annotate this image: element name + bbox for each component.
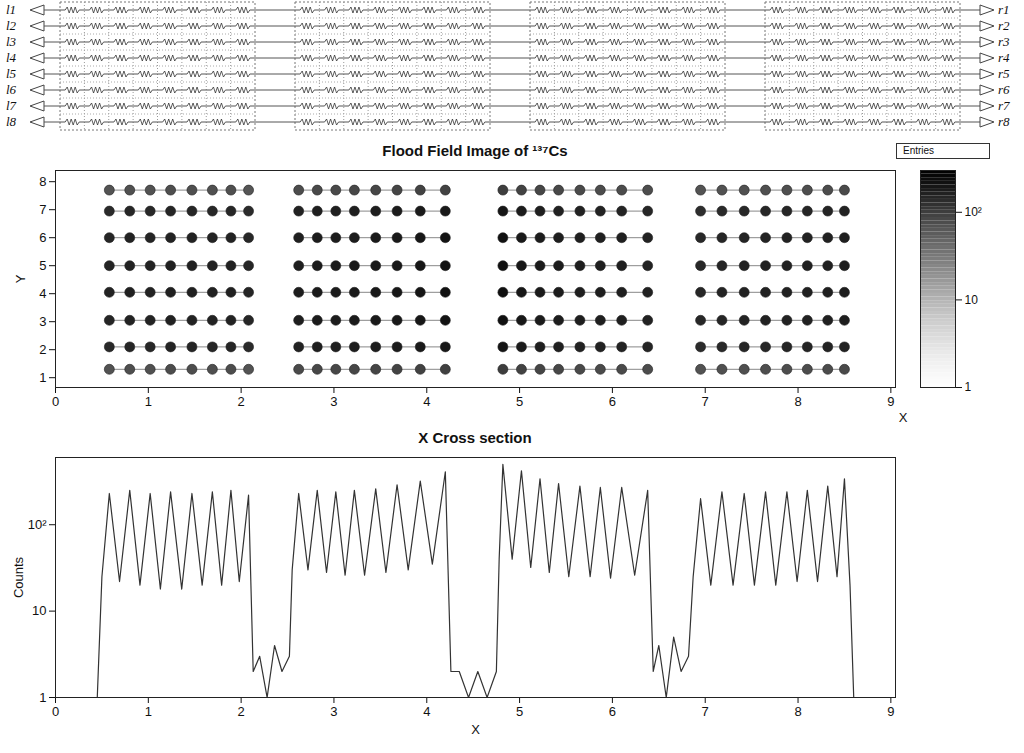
svg-text:l7: l7 (6, 98, 17, 113)
svg-text:1: 1 (965, 380, 972, 394)
svg-text:r2: r2 (998, 18, 1010, 33)
svg-text:l6: l6 (6, 82, 17, 97)
svg-text:4: 4 (423, 394, 430, 409)
svg-text:6: 6 (609, 704, 616, 719)
svg-text:3: 3 (330, 394, 337, 409)
svg-text:10²: 10² (965, 205, 982, 219)
html-text:Flood Field Image of ¹³⁷Cs: Flood Field Image of ¹³⁷Cs (382, 142, 568, 159)
svg-text:3: 3 (330, 704, 337, 719)
html-text:Entries: Entries (903, 145, 935, 156)
svg-text:3: 3 (39, 314, 46, 329)
svg-text:9: 9 (887, 394, 894, 409)
svg-text:6: 6 (609, 394, 616, 409)
svg-text:l3: l3 (6, 34, 17, 49)
svg-text:7: 7 (702, 394, 709, 409)
svg-text:7: 7 (702, 704, 709, 719)
svg-text:1: 1 (145, 394, 152, 409)
svg-text:2: 2 (238, 704, 245, 719)
svg-text:0: 0 (52, 394, 59, 409)
svg-text:1: 1 (39, 690, 46, 705)
svg-text:2: 2 (39, 342, 46, 357)
svg-text:l4: l4 (6, 50, 17, 65)
svg-text:5: 5 (516, 704, 523, 719)
svg-text:10: 10 (965, 293, 979, 307)
svg-text:10²: 10² (28, 517, 47, 532)
svg-text:0: 0 (52, 704, 59, 719)
svg-text:8: 8 (794, 394, 801, 409)
svg-text:r4: r4 (998, 50, 1010, 65)
svg-text:10: 10 (32, 603, 46, 618)
svg-text:5: 5 (39, 258, 46, 273)
svg-text:Y: Y (13, 274, 28, 283)
svg-text:r5: r5 (998, 66, 1010, 81)
svg-text:l2: l2 (6, 18, 17, 33)
svg-text:Counts: Counts (11, 556, 26, 598)
svg-text:r8: r8 (998, 114, 1010, 129)
html-text:X Cross section: X Cross section (418, 429, 532, 446)
svg-text:l5: l5 (6, 66, 17, 81)
svg-text:7: 7 (39, 202, 46, 217)
svg-text:r6: r6 (998, 82, 1010, 97)
svg-text:X: X (471, 722, 480, 737)
svg-text:8: 8 (794, 704, 801, 719)
svg-text:6: 6 (39, 230, 46, 245)
svg-text:X: X (899, 410, 908, 425)
svg-text:2: 2 (238, 394, 245, 409)
svg-text:9: 9 (887, 704, 894, 719)
svg-text:1: 1 (145, 704, 152, 719)
svg-text:8: 8 (39, 174, 46, 189)
svg-text:r3: r3 (998, 34, 1010, 49)
svg-text:4: 4 (423, 704, 430, 719)
svg-text:4: 4 (39, 286, 46, 301)
svg-text:l8: l8 (6, 114, 17, 129)
svg-text:r1: r1 (998, 2, 1010, 17)
svg-text:r7: r7 (998, 98, 1010, 113)
svg-text:l1: l1 (6, 2, 16, 17)
svg-text:5: 5 (516, 394, 523, 409)
svg-text:1: 1 (39, 370, 46, 385)
